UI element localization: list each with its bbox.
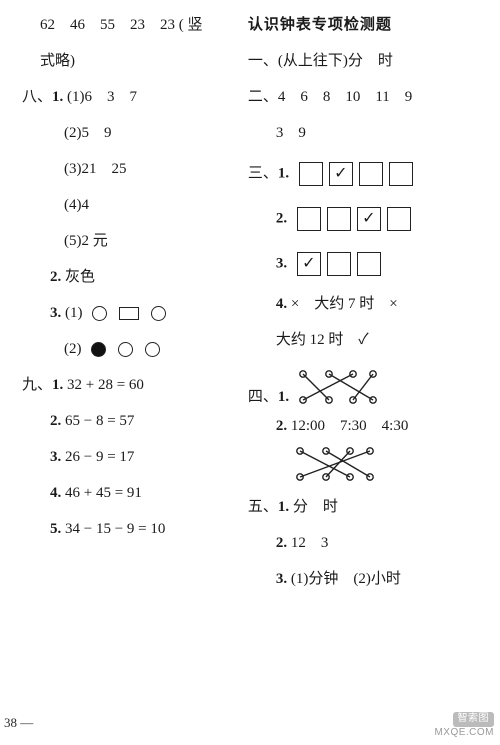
item-text: 12:00 7:30 4:30 [287,418,408,434]
watermark-url: MXQE.COM [434,727,494,738]
item-number: 1. [278,389,289,405]
item-text: 32 + 28 = 60 [63,377,144,393]
item-number: 2. [50,413,61,429]
text-line: (4)4 [22,198,242,213]
watermark-badge: 智索图 [453,712,495,727]
text-line: 九、1. 32 + 28 = 60 [22,378,242,393]
item-number: 3. [50,449,61,465]
item-number: 4. [50,485,61,501]
text-line: 2. 12 3 [248,536,486,551]
box-line: 3. ✓ [248,252,486,276]
text-line: 3. (1)分钟 (2)小时 [248,572,486,587]
text-line: (5)2 元 [22,234,242,249]
item-number: 2. [276,535,287,551]
item-text: 12 3 [287,535,328,551]
item-number: 4. [276,296,287,312]
item-number: 1. [52,377,63,393]
section-label: 五、 [248,499,278,515]
page-number: 38 — [4,715,33,731]
text-line: 3. 26 − 9 = 17 [22,450,242,465]
answer-box [327,207,351,231]
text-line: 五、1. 分 时 [248,500,486,515]
circle-open-icon [92,306,107,321]
answer-box [327,252,351,276]
cross-line: 四、1. [248,369,486,405]
text-line: (2)5 9 [22,126,242,141]
item-number: 5. [50,521,61,537]
box-group: ✓ [297,252,381,276]
answer-box [387,207,411,231]
text-line: 3 9 [248,126,486,141]
item-text: × 大约 7 时 × [287,296,398,312]
item-text: (1)6 3 7 [63,89,137,105]
item-text: (2) [64,341,82,357]
text-line: 二、4 6 8 10 11 9 [248,90,486,105]
item-text: (1)分钟 (2)小时 [287,571,401,587]
circle-open-icon [145,342,160,357]
text-line: 4. 46 + 45 = 91 [22,486,242,501]
section-label: 三、 [248,165,278,181]
section-label: 九、 [22,377,52,393]
shape-line: 3. (1) [22,306,242,321]
answer-box: ✓ [357,207,381,231]
answer-box [297,207,321,231]
item-text: 65 − 8 = 57 [61,413,134,429]
text-line: 5. 34 − 15 − 9 = 10 [22,522,242,537]
item-text: 灰色 [61,269,95,285]
text-line: 大约 12 时 ✓ [248,333,486,348]
text-line: 八、1. (1)6 3 7 [22,90,242,105]
watermark: 智索图 MXQE.COM [434,712,494,739]
shape-group [91,342,160,357]
answer-box [299,162,323,186]
left-column: 62 46 55 23 23 ( 竖 式略) 八、1. (1)6 3 7 (2)… [22,18,242,608]
answer-box: ✓ [297,252,321,276]
answer-box [357,252,381,276]
item-number: 1. [278,499,289,515]
answer-box: ✓ [329,162,353,186]
right-column: 认识钟表专项检测题 一、(从上往下)分 时 二、4 6 8 10 11 9 3 … [242,18,486,608]
circle-fill-icon [91,342,106,357]
item-text: 46 + 45 = 91 [61,485,142,501]
item-number: 2. [50,269,61,285]
item-number: 3. [276,571,287,587]
text-line: 式略) [22,54,242,69]
box-line: 三、1. ✓ [248,162,486,186]
matching-diagram [293,369,383,405]
item-number: 2. [276,418,287,434]
shape-group [92,306,166,321]
item-number: 1. [52,89,63,105]
text-line: 62 46 55 23 23 ( 竖 [22,18,242,33]
rect-open-icon [119,307,139,320]
box-line: 2. ✓ [248,207,486,231]
item-text: 34 − 15 − 9 = 10 [61,521,165,537]
item-text: 分 时 [289,499,338,515]
item-number: 1. [278,165,289,181]
text-line: 4. × 大约 7 时 × [248,297,486,312]
circle-open-icon [151,306,166,321]
page: 62 46 55 23 23 ( 竖 式略) 八、1. (1)6 3 7 (2)… [0,0,500,608]
text-line: (3)21 25 [22,162,242,177]
shape-line: (2) [22,342,242,357]
circle-open-icon [118,342,133,357]
box-group: ✓ [299,162,413,186]
box-group: ✓ [297,207,411,231]
section-title: 认识钟表专项检测题 [248,18,486,33]
item-number: 3. [50,305,61,321]
item-number: 2. [276,210,287,226]
matching-diagram [290,446,380,482]
item-number: 3. [276,255,287,271]
item-text: (1) [61,305,82,321]
cross-line [248,446,486,482]
text-line: 2. 65 − 8 = 57 [22,414,242,429]
answer-box [359,162,383,186]
answer-box [389,162,413,186]
section-label: 四、 [248,389,278,405]
text-line: 2. 12:00 7:30 4:30 [248,419,486,434]
text-line: 一、(从上往下)分 时 [248,54,486,69]
section-label: 八、 [22,89,52,105]
item-text: 26 − 9 = 17 [61,449,134,465]
text-line: 2. 灰色 [22,270,242,285]
